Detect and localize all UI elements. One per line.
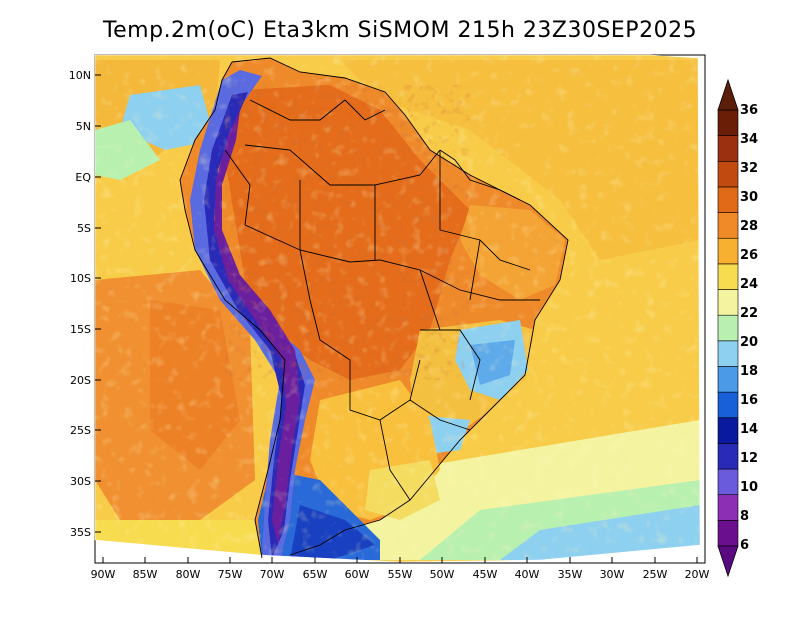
lon-label: 25W: [643, 568, 668, 581]
colorbar-label: 20: [740, 335, 758, 350]
lon-label: 40W: [515, 568, 540, 581]
border-sao-paulo: [409, 399, 471, 431]
colorbar-label: 22: [740, 306, 758, 321]
lon-label: 70W: [260, 568, 285, 581]
colorbar-label: 6: [740, 538, 749, 553]
colorbar-label: 28: [740, 219, 758, 234]
lat-axis: 10N 5N EQ 5S 10S 15S 20S 25S 30S 35S: [69, 69, 92, 539]
lat-label: 15S: [70, 323, 91, 336]
colorbar-block: [717, 186, 739, 213]
colorbar-block: [717, 314, 739, 342]
colorbar-label: 32: [740, 161, 758, 176]
colorbar-block: [717, 160, 739, 188]
border-venezuela-colombia: [249, 99, 346, 121]
axis-ticks: [95, 74, 698, 563]
lat-label: 30S: [70, 475, 91, 488]
colorbar-block: [717, 391, 739, 419]
colorbar-block: [717, 212, 739, 239]
border-north-states: [439, 149, 521, 201]
colorbar-block: [717, 520, 739, 547]
colorbar-label: 12: [740, 451, 758, 466]
lon-axis: 90W 85W 80W 75W 70W 65W 60W 55W 50W 45W …: [91, 568, 710, 581]
border-ecuador-peru: [224, 149, 251, 226]
political-boundaries: [179, 57, 569, 559]
lon-label: 45W: [473, 568, 498, 581]
lon-label: 55W: [388, 568, 413, 581]
lat-label: 10S: [70, 272, 91, 285]
colorbar-block: [717, 237, 739, 265]
colorbar-blocks: [717, 109, 739, 547]
lon-label: 50W: [430, 568, 455, 581]
border-guyana: [344, 99, 386, 121]
colorbar-label: 26: [740, 248, 758, 263]
lat-label: 5N: [76, 120, 91, 133]
map-title: Temp.2m(oC) Eta3km SiSMOM 215h 23Z30SEP2…: [102, 18, 698, 43]
lon-label: 75W: [218, 568, 243, 581]
colorbar-label: 14: [740, 422, 758, 437]
colorbar-block: [717, 340, 739, 367]
colorbar-block: [717, 109, 739, 136]
colorbar-label: 30: [740, 190, 758, 205]
colorbar-block: [717, 263, 739, 290]
domain-outline: [94, 54, 701, 563]
border-peru-bolivia-brazil: [244, 224, 441, 331]
lon-label: 90W: [91, 568, 116, 581]
lon-label: 65W: [303, 568, 328, 581]
colorbar-label: 8: [740, 509, 749, 524]
lat-label: EQ: [75, 171, 91, 184]
colorbar-cap-high: [717, 78, 739, 111]
colorbar-block: [717, 494, 739, 521]
border-minas: [420, 329, 481, 401]
colorbar-label: 10: [740, 480, 758, 495]
lat-label: 25S: [70, 424, 91, 437]
border-northeast: [439, 229, 531, 271]
lat-label: 10N: [69, 69, 91, 82]
border-north-brazil: [244, 144, 441, 186]
colorbar-block: [717, 289, 739, 316]
colorbar-block: [717, 443, 739, 470]
colorbar-block: [717, 417, 739, 444]
colorbar-label: 34: [740, 132, 758, 147]
lon-label: 30W: [600, 568, 625, 581]
lon-label: 80W: [176, 568, 201, 581]
border-goias-bahia: [419, 269, 540, 301]
colorbar-block: [717, 366, 739, 393]
texture-dark: [225, 85, 470, 380]
temperature-field: [95, 55, 700, 562]
colorbar: 36 34 32 30 28 26 24 22 20 18 16 14 12 1…: [717, 78, 758, 578]
lat-label: 20S: [70, 374, 91, 387]
colorbar-label: 18: [740, 364, 758, 379]
lat-label: 35S: [70, 526, 91, 539]
coastline-east: [231, 57, 569, 556]
colorbar-label: 16: [740, 393, 758, 408]
colorbar-block: [717, 468, 739, 496]
colorbar-label: 36: [740, 103, 758, 118]
coastline-west: [179, 61, 286, 559]
lon-label: 35W: [558, 568, 583, 581]
lon-label: 85W: [133, 568, 158, 581]
colorbar-cap-low: [717, 545, 739, 578]
colorbar-label: 24: [740, 277, 758, 292]
border-argentina-brazil: [379, 419, 411, 501]
border-bolivia: [299, 249, 351, 361]
border-tocantins: [469, 239, 481, 301]
lon-label: 60W: [345, 568, 370, 581]
colorbar-block: [717, 135, 739, 162]
lat-label: 5S: [77, 222, 91, 235]
lon-label: 20W: [685, 568, 710, 581]
